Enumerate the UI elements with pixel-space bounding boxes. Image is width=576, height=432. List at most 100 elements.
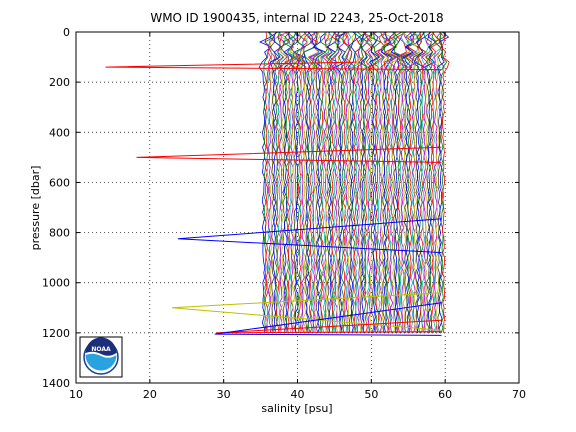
profile-line: [283, 32, 297, 333]
profile-line: [358, 32, 369, 333]
profile-line: [263, 32, 276, 333]
y-axis-label: pressure [dbar]: [29, 166, 42, 251]
y-tick-label: 200: [49, 76, 70, 89]
chart-title: WMO ID 1900435, internal ID 2243, 25-Oct…: [150, 11, 443, 25]
profile-line: [340, 32, 349, 333]
profile-line: [307, 32, 320, 334]
x-axis-label: salinity [psu]: [261, 402, 332, 415]
x-tick-label: 20: [143, 388, 157, 401]
profile-line: [365, 32, 378, 333]
profile-line: [325, 32, 336, 333]
y-tick-label: 400: [49, 126, 70, 139]
y-tick-label: 1000: [42, 277, 70, 290]
spike-line: [214, 302, 442, 336]
spike-line: [216, 319, 442, 334]
profile-line: [416, 32, 427, 333]
profile-line: [369, 32, 382, 333]
profile-line: [326, 32, 341, 333]
profile-line: [289, 32, 301, 333]
noaa-logo: NOAA: [79, 336, 123, 378]
profile-line: [282, 32, 294, 333]
profile-line: [423, 32, 437, 333]
profile-line: [413, 32, 426, 333]
profile-line: [334, 32, 348, 333]
profile-line: [320, 32, 330, 333]
profile-line: [387, 32, 398, 333]
profile-line: [424, 32, 434, 333]
profile-line: [276, 32, 284, 333]
logo-text: NOAA: [91, 346, 111, 353]
profile-line: [360, 32, 368, 333]
profile-line: [371, 32, 388, 333]
profile-line: [292, 32, 306, 333]
profile-line: [405, 32, 419, 333]
profile-line: [323, 32, 333, 334]
x-tick-label: 30: [217, 388, 231, 401]
axis-ticks: [75, 31, 520, 384]
y-tick-labels: 0 200 400 600 800 1000 1200 1400: [42, 26, 70, 390]
profile-line: [303, 32, 319, 334]
profile-line: [356, 32, 366, 333]
profile-line: [272, 32, 281, 333]
logo-upper-icon: [85, 337, 117, 356]
profile-line: [380, 32, 392, 333]
profile-line: [392, 32, 406, 333]
profile-line: [315, 32, 329, 333]
profile-line: [311, 32, 324, 333]
profile-lines: [258, 32, 450, 334]
y-tick-label: 1400: [42, 377, 70, 390]
x-tick-label: 10: [69, 388, 83, 401]
profile-line: [387, 32, 401, 333]
profile-line: [394, 32, 407, 334]
profile-line: [303, 32, 316, 333]
profile-line: [276, 32, 288, 333]
x-tick-label: 70: [512, 388, 526, 401]
profile-line: [346, 32, 357, 334]
profile-line: [377, 32, 386, 334]
spike-line: [136, 146, 442, 163]
spike-line: [105, 61, 442, 71]
profile-line: [436, 32, 450, 333]
y-tick-label: 0: [63, 26, 70, 39]
profile-line: [433, 32, 442, 333]
profile-line: [278, 32, 291, 333]
profile-line: [405, 32, 423, 333]
profile-line: [359, 32, 368, 333]
profile-line: [383, 32, 397, 333]
profile-line: [390, 32, 402, 333]
spike-line: [171, 292, 442, 331]
profile-line: [411, 32, 427, 333]
profile-line: [430, 32, 444, 334]
profile-line: [404, 32, 417, 333]
profile-line: [269, 32, 280, 333]
profile-line: [380, 32, 392, 334]
profile-line: [290, 32, 303, 333]
x-tick-labels: 10 20 30 40 50 60 70: [69, 388, 526, 401]
profile-line: [408, 32, 420, 333]
profile-line: [332, 32, 350, 333]
logo-lower-icon: [85, 353, 117, 371]
profile-line: [400, 32, 414, 333]
profile-line: [321, 32, 333, 334]
profile-line: [369, 32, 376, 334]
profile-line: [267, 32, 276, 333]
profile-line: [377, 32, 388, 334]
profile-line: [343, 32, 351, 333]
profile-line: [362, 32, 373, 334]
profile-line: [433, 32, 442, 333]
profile-line: [331, 32, 346, 333]
profile-line: [390, 32, 405, 333]
profile-line: [326, 32, 340, 333]
profile-line: [354, 32, 369, 333]
profile-line: [321, 32, 333, 333]
profile-line: [312, 32, 324, 334]
profile-line: [351, 32, 365, 333]
profile-line: [423, 32, 434, 334]
profile-line: [351, 32, 364, 333]
profile-line: [364, 32, 376, 333]
y-tick-label: 800: [49, 227, 70, 240]
profile-line: [331, 32, 341, 333]
profile-line: [296, 32, 310, 333]
profile-line: [309, 32, 323, 333]
